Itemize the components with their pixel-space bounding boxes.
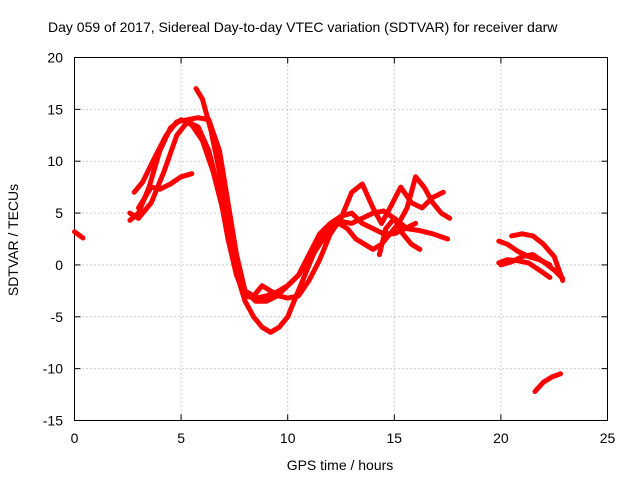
x-tick-label: 25 [600,430,616,446]
series-line-s7 [376,215,423,258]
y-tick-label: 10 [47,153,63,169]
series-line-s5 [136,171,195,211]
series-line-s9 [496,257,553,280]
x-axis-label: GPS time / hours [287,457,394,473]
series-line-s4 [131,115,446,301]
data-series [72,86,566,394]
y-tick-label: 20 [47,50,63,66]
chart-title: Day 059 of 2017, Sidereal Day-to-day VTE… [48,19,558,35]
grid [74,57,608,421]
series-line-s1 [72,229,86,241]
y-axis-label: SDTVAR / TECUs [5,184,21,296]
plot-frame [74,57,608,421]
series-line-s12 [532,371,564,394]
y-tick-label: 0 [55,257,63,273]
y-tick-label: 15 [47,101,63,117]
series-line-s11 [498,252,566,281]
x-tick-label: 20 [493,430,509,446]
x-tick-label: 5 [177,430,185,446]
x-tick-label: 10 [280,430,296,446]
series-line-s10 [509,231,566,283]
y-tick-label: -10 [43,361,63,377]
axis-ticks: 0 5 10 15 20 25 -15 -10 -5 0 5 10 15 20 [43,50,616,447]
series-line-s2 [127,119,451,301]
x-tick-label: 15 [387,430,403,446]
series-line-s6 [193,86,453,335]
y-tick-label: -15 [43,413,63,429]
x-tick-label: 0 [71,430,79,446]
y-tick-label: -5 [51,309,64,325]
y-tick-label: 5 [55,205,63,221]
